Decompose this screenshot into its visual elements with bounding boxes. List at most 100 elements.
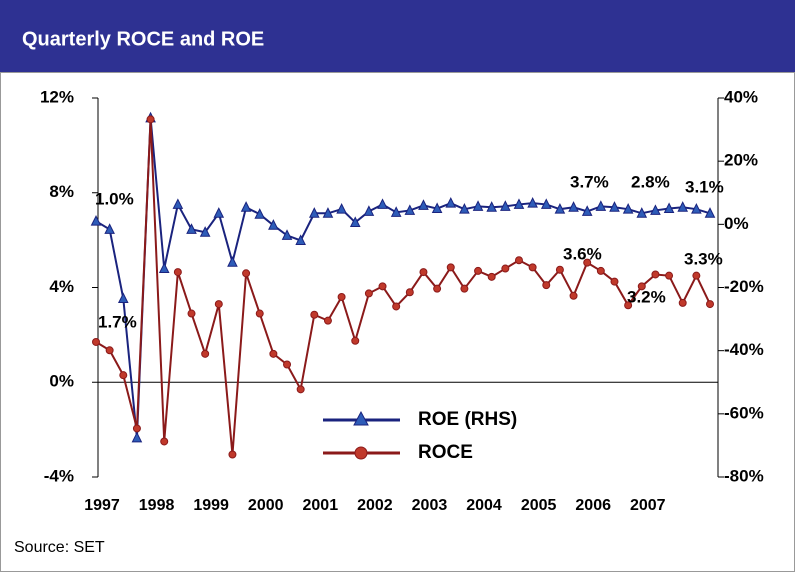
point-marker	[351, 336, 360, 345]
annotation: 2.8%	[631, 172, 670, 191]
point-marker	[622, 203, 634, 214]
x-tick-label: 2001	[303, 497, 339, 514]
point-marker	[199, 226, 211, 237]
point-marker	[296, 385, 305, 394]
point-marker	[704, 207, 716, 218]
point-marker	[295, 234, 306, 245]
point-marker	[213, 207, 225, 218]
point-marker	[595, 200, 607, 211]
point-marker	[459, 203, 470, 214]
point-marker	[254, 208, 266, 219]
annotation: 1.0%	[95, 189, 134, 208]
point-marker	[349, 216, 361, 227]
y2-tick-label: -40%	[724, 340, 764, 359]
legend-marker	[354, 446, 368, 460]
annotation: 1.7%	[98, 312, 137, 331]
point-marker	[255, 309, 264, 318]
x-tick-label: 1998	[139, 497, 175, 514]
point-marker	[472, 200, 484, 211]
point-marker	[117, 292, 129, 304]
point-marker	[90, 215, 102, 226]
x-tick-label: 2002	[357, 497, 393, 514]
point-marker	[404, 204, 416, 215]
point-marker	[187, 309, 196, 318]
point-marker	[500, 200, 511, 211]
point-marker	[310, 310, 319, 319]
point-marker	[527, 197, 538, 208]
y2-tick-label: -80%	[724, 466, 764, 485]
legend-label: ROCE	[418, 442, 473, 463]
y-tick-label: 8%	[49, 182, 74, 201]
point-marker	[554, 203, 566, 214]
point-marker	[309, 207, 320, 218]
y-tick-label: -4%	[44, 466, 74, 485]
point-marker	[158, 262, 170, 274]
point-marker	[514, 256, 523, 265]
point-marker	[650, 204, 661, 215]
point-marker	[581, 205, 593, 216]
point-marker	[363, 205, 375, 216]
point-marker	[446, 263, 455, 272]
source: Source: SET	[14, 539, 105, 556]
point-marker	[186, 223, 197, 234]
x-tick-label: 2003	[412, 497, 448, 514]
point-marker	[160, 437, 169, 446]
point-marker	[392, 302, 401, 311]
point-marker	[201, 349, 210, 358]
point-marker	[228, 450, 237, 459]
point-marker	[460, 284, 469, 293]
point-marker	[132, 424, 141, 433]
point-marker	[568, 201, 579, 212]
point-marker	[269, 349, 278, 358]
point-marker	[596, 266, 605, 275]
point-marker	[501, 264, 510, 273]
x-tick-label: 2004	[466, 497, 502, 514]
point-marker	[268, 219, 279, 230]
point-marker	[610, 277, 619, 286]
legend-marker	[353, 410, 369, 426]
point-marker	[92, 337, 100, 346]
point-marker	[555, 265, 564, 274]
point-marker	[609, 201, 620, 212]
point-marker	[390, 206, 402, 217]
point-marker	[569, 291, 578, 300]
point-marker	[146, 115, 155, 124]
point-marker	[281, 229, 293, 240]
point-marker	[583, 258, 592, 267]
y2-tick-label: 0%	[724, 214, 749, 233]
point-marker	[419, 268, 428, 277]
point-marker	[240, 201, 252, 212]
point-marker	[487, 272, 496, 281]
header-band	[0, 0, 795, 72]
point-marker	[651, 270, 660, 279]
point-marker	[542, 281, 551, 290]
point-marker	[227, 256, 238, 267]
x-tick-label: 1997	[84, 497, 120, 514]
series-line	[95, 117, 711, 438]
point-marker	[677, 201, 689, 212]
point-marker	[692, 271, 701, 280]
point-marker	[405, 288, 414, 297]
point-marker	[636, 207, 648, 218]
point-marker	[663, 202, 675, 214]
point-marker	[105, 346, 114, 355]
x-tick-label: 2000	[248, 497, 284, 514]
annotation: 3.2%	[627, 287, 666, 306]
x-tick-label: 2005	[521, 497, 557, 514]
x-tick-label: 2006	[575, 497, 611, 514]
y-tick-label: 0%	[49, 372, 74, 391]
annotation: 3.3%	[684, 249, 723, 268]
point-marker	[486, 201, 497, 212]
point-marker	[322, 207, 334, 218]
point-marker	[706, 300, 714, 309]
point-marker	[283, 360, 292, 369]
x-tick-label: 1999	[193, 497, 229, 514]
y2-tick-label: -20%	[724, 277, 764, 296]
point-marker	[377, 198, 388, 209]
y-tick-label: 12%	[40, 87, 74, 106]
x-tick-label: 2007	[630, 497, 666, 514]
point-marker	[337, 292, 346, 301]
point-marker	[624, 301, 633, 310]
point-marker	[131, 431, 143, 443]
